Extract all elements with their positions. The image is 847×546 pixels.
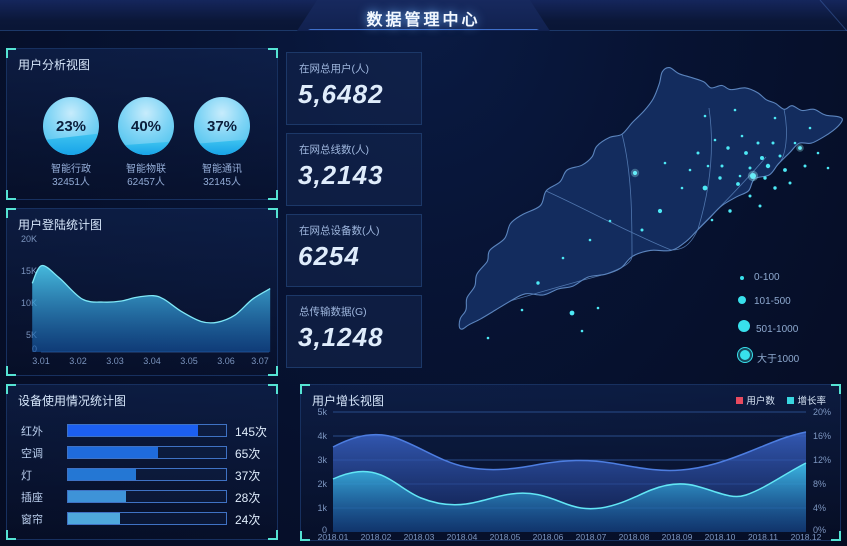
svg-text:2018.07: 2018.07 [576, 532, 607, 542]
svg-text:2k: 2k [317, 479, 327, 489]
svg-text:1k: 1k [317, 503, 327, 513]
svg-text:16%: 16% [813, 431, 831, 441]
svg-text:2018.11: 2018.11 [748, 532, 778, 542]
svg-text:4%: 4% [813, 503, 826, 513]
svg-text:3.01: 3.01 [32, 356, 50, 366]
svg-text:20%: 20% [813, 407, 831, 417]
svg-text:15K: 15K [21, 266, 37, 276]
svg-text:8%: 8% [813, 479, 826, 489]
svg-text:3.06: 3.06 [217, 356, 235, 366]
svg-text:3.04: 3.04 [143, 356, 161, 366]
svg-text:3.03: 3.03 [106, 356, 124, 366]
svg-text:2018.03: 2018.03 [404, 532, 435, 542]
svg-text:12%: 12% [813, 455, 831, 465]
svg-text:4k: 4k [317, 431, 327, 441]
svg-text:3.02: 3.02 [69, 356, 87, 366]
svg-text:2018.12: 2018.12 [791, 532, 822, 542]
svg-text:2018.09: 2018.09 [662, 532, 693, 542]
svg-text:2018.10: 2018.10 [705, 532, 736, 542]
svg-text:3.05: 3.05 [180, 356, 198, 366]
svg-text:3k: 3k [317, 455, 327, 465]
svg-text:2018.08: 2018.08 [619, 532, 650, 542]
svg-text:2018.06: 2018.06 [533, 532, 564, 542]
svg-text:2018.05: 2018.05 [490, 532, 521, 542]
svg-text:5k: 5k [317, 407, 327, 417]
svg-text:2018.04: 2018.04 [447, 532, 478, 542]
svg-text:20K: 20K [21, 234, 37, 244]
svg-text:2018.02: 2018.02 [361, 532, 392, 542]
svg-text:3.07: 3.07 [251, 356, 269, 366]
svg-text:2018.01: 2018.01 [318, 532, 349, 542]
